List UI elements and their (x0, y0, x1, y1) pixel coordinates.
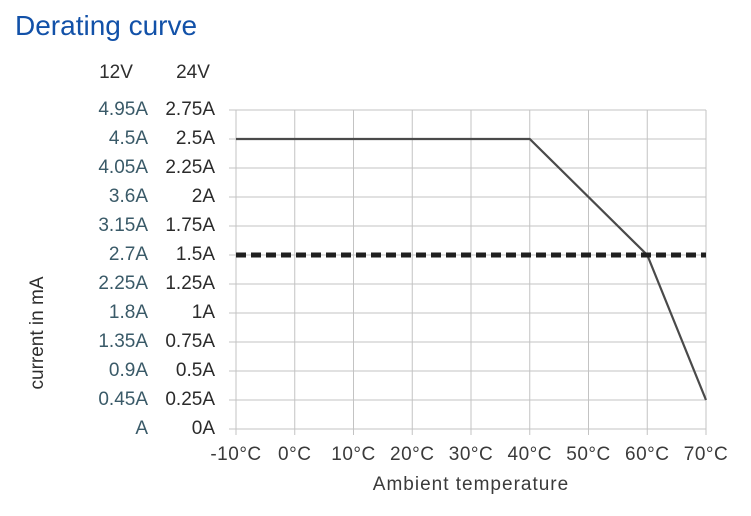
chart-title: Derating curve (15, 10, 198, 41)
x-tick-label: 70°C (683, 444, 729, 465)
x-tick-label: 0°C (278, 444, 312, 465)
y-tick-label-24v: 1.75A (165, 215, 215, 236)
x-tick-label: 20°C (390, 444, 435, 465)
x-tick-label: 40°C (507, 444, 552, 465)
y-tick-label-24v: 2.25A (165, 157, 215, 178)
y-tick-label-24v: 0.75A (165, 331, 215, 352)
y-tick-label-12v: 2.7A (108, 244, 148, 265)
x-tick-label: 50°C (566, 444, 611, 465)
y-tick-label-24v: 0A (191, 418, 215, 439)
y-tick-label-12v: 0.45A (98, 389, 148, 410)
y-tick-label-24v: 1A (191, 302, 215, 323)
y-tick-label-12v: A (135, 418, 148, 439)
y-tick-label-24v: 1.25A (165, 273, 215, 294)
x-tick-label: 60°C (625, 444, 670, 465)
x-tick-label: 10°C (331, 444, 376, 465)
y-tick-label-24v: 2.5A (175, 128, 215, 149)
y-tick-label-12v: 4.5A (108, 128, 148, 149)
column-header-12v: 12V (99, 62, 133, 83)
x-tick-label: -10°C (210, 444, 262, 465)
y-tick-label-24v: 0.5A (175, 360, 215, 381)
y-tick-label-24v: 2A (191, 186, 215, 207)
y-tick-label-24v: 0.25A (165, 389, 215, 410)
y-tick-label-24v: 2.75A (165, 99, 215, 120)
y-tick-label-12v: 2.25A (98, 273, 148, 294)
y-tick-label-12v: 3.6A (108, 186, 148, 207)
x-axis-title: Ambient temperature (372, 474, 570, 495)
y-tick-label-12v: 0.9A (108, 360, 148, 381)
y-tick-label-12v: 4.05A (98, 157, 148, 178)
y-tick-label-12v: 3.15A (98, 215, 148, 236)
y-tick-label-12v: 1.8A (108, 302, 148, 323)
y-tick-label-12v: 1.35A (98, 331, 148, 352)
derating-curve-line (236, 137, 708, 401)
y-tick-label-12v: 4.95A (98, 99, 148, 120)
column-header-24v: 24V (176, 62, 210, 83)
x-tick-label: 30°C (448, 444, 494, 465)
y-tick-label-24v: 1.5A (175, 244, 215, 265)
